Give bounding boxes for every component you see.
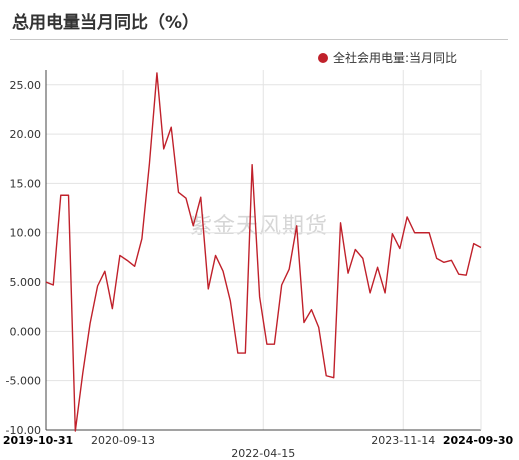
y-tick-label: 25.00 <box>10 79 42 92</box>
y-tick-label: -5.000 <box>6 375 41 388</box>
y-tick-label: 10.00 <box>10 227 42 240</box>
watermark: 紫金天风期货 <box>190 214 329 239</box>
series-layer <box>45 72 482 432</box>
grid <box>46 70 481 430</box>
tick-labels: 25.00 20.00 15.00 10.00 5.000 0.000 -5.000 -10.… <box>3 79 514 460</box>
legend[interactable]: 全社会用电量:当月同比 <box>318 49 457 66</box>
chart-title: 总用电量当月同比（%） <box>12 13 200 33</box>
x-tick-label: 2020-09-13 <box>91 434 155 447</box>
y-tick-label: 20.00 <box>10 128 42 141</box>
x-tick-label: 2024-09-30 <box>443 434 514 447</box>
legend-label: 全社会用电量:当月同比 <box>333 51 458 65</box>
axes <box>45 70 482 431</box>
y-tick-label: -10.00 <box>6 424 41 437</box>
y-tick-label: 0.000 <box>10 325 42 338</box>
x-tick-label: 2019-10-31 <box>3 434 73 447</box>
series-line <box>45 72 482 432</box>
x-tick-label: 2022-04-15 <box>231 447 295 460</box>
x-tick-label: 2023-11-14 <box>371 434 435 447</box>
y-tick-label: 5.000 <box>10 276 42 289</box>
y-tick-label: 15.00 <box>10 177 42 190</box>
legend-marker <box>318 52 328 63</box>
title-divider <box>10 39 508 40</box>
